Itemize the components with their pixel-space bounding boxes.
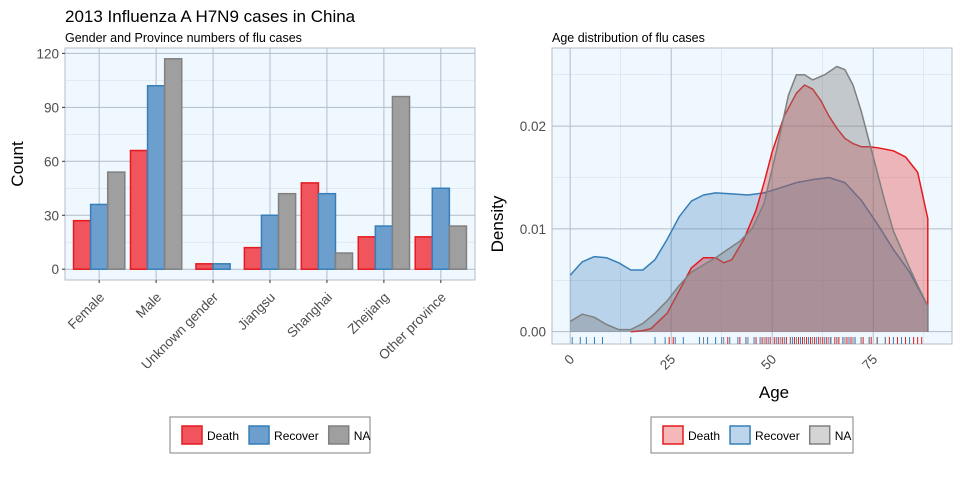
bar-y-axis-title: Count xyxy=(8,141,27,187)
bar-other-province-death xyxy=(414,236,434,270)
bar-chart-subtitle: Gender and Province numbers of flu cases xyxy=(65,31,302,45)
bar-jiangsu-death xyxy=(243,246,263,270)
bar-y-tick-label: 0 xyxy=(51,262,59,277)
bar-other-province-na xyxy=(448,225,468,270)
density-area-death xyxy=(630,85,928,332)
bar-jiangsu-na xyxy=(277,192,297,270)
bar-legend-label-death: Death xyxy=(207,429,239,443)
bar-female-na xyxy=(106,171,126,270)
density-x-tick-label: 25 xyxy=(657,352,678,373)
density-y-axis-title: Density xyxy=(488,195,507,252)
bar-unknown-gender-recover xyxy=(212,263,231,270)
bar-male-na xyxy=(163,58,183,270)
density-chart-panel: 0.00 0.01 0.02 0 25 50 75 Age Density xyxy=(488,47,953,402)
bar-x-tick-label: Zhejiang xyxy=(345,290,392,337)
bar-y-tick-label: 30 xyxy=(44,208,59,223)
bar-zhejiang-death xyxy=(357,236,377,270)
bar-y-tick-label: 90 xyxy=(44,100,59,115)
density-area-na xyxy=(570,66,928,332)
density-legend-label-recover: Recover xyxy=(755,429,800,443)
bar-x-tick-label: Shanghai xyxy=(284,290,335,341)
legends: Death Recover NA Death Recover NA xyxy=(169,416,854,454)
density-line-death xyxy=(630,84,929,333)
bar-shanghai-death xyxy=(300,182,320,270)
density-legend-key-recover xyxy=(729,425,751,445)
density-area-recover xyxy=(570,177,928,332)
bar-shanghai-recover xyxy=(317,192,337,270)
bar-legend-key-death xyxy=(181,425,203,445)
bar-y-tick-label: 120 xyxy=(36,46,59,61)
bar-female-death xyxy=(72,219,92,270)
bar-x-tick-label: Male xyxy=(133,290,164,321)
density-x-tick-label: 75 xyxy=(859,352,880,373)
bar-zhejiang-recover xyxy=(374,225,394,270)
bar-male-death xyxy=(129,149,149,270)
density-line-na xyxy=(569,65,929,332)
density-y-tick-label: 0.00 xyxy=(520,325,546,340)
density-chart-subtitle: Age distribution of flu cases xyxy=(552,31,705,45)
density-legend-label-na: NA xyxy=(835,429,852,443)
bar-unknown-gender-death xyxy=(195,263,214,270)
bar-other-province-recover xyxy=(431,187,451,270)
bar-jiangsu-recover xyxy=(260,214,280,270)
bar-x-tick-label: Jiangsu xyxy=(235,290,279,334)
bar-female-recover xyxy=(89,203,109,270)
density-x-tick-label: 0 xyxy=(561,352,577,368)
density-plot-area xyxy=(551,47,953,345)
density-y-tick-label: 0.01 xyxy=(520,222,546,237)
density-legend-label-death: Death xyxy=(688,429,720,443)
bar-legend-label-recover: Recover xyxy=(274,429,319,443)
bar-legend-key-na xyxy=(327,425,350,445)
bar-shanghai-na xyxy=(334,252,354,270)
bar-y-tick-label: 60 xyxy=(44,154,59,169)
figure-title: 2013 Influenza A H7N9 cases in China xyxy=(65,7,356,26)
density-x-tick-label: 50 xyxy=(758,352,779,373)
density-y-tick-label: 0.02 xyxy=(520,119,546,134)
density-legend-key-death xyxy=(662,425,684,445)
bar-male-recover xyxy=(146,85,166,270)
density-legend-key-na xyxy=(808,425,831,445)
bar-x-tick-label: Female xyxy=(65,290,107,332)
bar-legend-key-recover xyxy=(248,425,270,445)
bar-zhejiang-na xyxy=(391,95,411,270)
bar-legend-label-na: NA xyxy=(354,429,371,443)
density-line-recover xyxy=(569,176,929,332)
density-x-axis-title: Age xyxy=(759,383,789,402)
